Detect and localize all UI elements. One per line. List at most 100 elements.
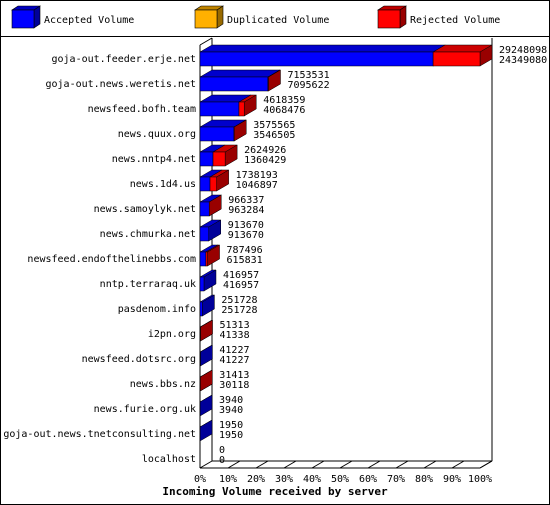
bar	[199, 51, 434, 67]
bar	[238, 101, 245, 117]
category-label: newsfeed.endofthelinebbs.com	[27, 254, 196, 265]
category-label: news.quux.org	[118, 129, 196, 140]
value-label-accepted: 615831	[227, 255, 263, 266]
legend-swatch-side	[216, 5, 224, 29]
bar	[199, 226, 209, 242]
value-label-accepted: 251728	[221, 305, 257, 316]
x-tick-label: 10%	[219, 474, 237, 485]
x-tick-label: 50%	[331, 474, 349, 485]
category-label: newsfeed.dotsrc.org	[82, 354, 196, 365]
category-label: news.nntp4.net	[112, 154, 196, 165]
category-label: goja-out.news.tnetconsulting.net	[3, 429, 196, 440]
value-label-offered: 787496	[227, 245, 263, 256]
value-label-offered: 51313	[219, 320, 249, 331]
x-tick	[311, 460, 325, 469]
bar	[199, 151, 214, 167]
value-label-offered: 4618359	[263, 95, 305, 106]
value-label-accepted: 3940	[219, 405, 243, 416]
x-tick-label: 30%	[275, 474, 293, 485]
x-tick	[283, 460, 297, 469]
legend-swatch	[194, 9, 218, 29]
bar	[199, 251, 207, 267]
value-label-offered: 31413	[219, 370, 249, 381]
value-label-offered: 416957	[223, 270, 259, 281]
x-tick-label: 80%	[415, 474, 433, 485]
value-label-accepted: 913670	[228, 230, 264, 241]
x-tick	[339, 460, 353, 469]
value-label-accepted: 7095622	[287, 80, 329, 91]
value-label-offered: 1738193	[236, 170, 278, 181]
value-label-accepted: 1950	[219, 430, 243, 441]
value-label-accepted: 963284	[228, 205, 264, 216]
legend-swatch-side	[399, 5, 407, 29]
category-label: newsfeed.bofh.team	[88, 104, 196, 115]
value-label-offered: 2624926	[244, 145, 286, 156]
category-label: news.furie.org.uk	[94, 404, 196, 415]
value-label-accepted: 416957	[223, 280, 259, 291]
bar	[199, 201, 210, 217]
category-label: pasdenom.info	[118, 304, 196, 315]
value-label-accepted: 41338	[219, 330, 249, 341]
x-tick-label: 20%	[247, 474, 265, 485]
wall-top	[199, 37, 213, 46]
value-label-accepted: 0	[219, 455, 225, 466]
bar-top	[199, 69, 281, 78]
value-label-accepted: 30118	[219, 380, 249, 391]
category-label: i2pn.org	[148, 329, 196, 340]
x-tick	[367, 460, 381, 469]
category-label: goja-out.news.weretis.net	[45, 79, 196, 90]
x-tick-label: 90%	[443, 474, 461, 485]
legend-label: Accepted Volume	[44, 15, 134, 26]
bar	[199, 101, 240, 117]
value-label-offered: 1950	[219, 420, 243, 431]
bar	[199, 126, 235, 142]
value-label-offered: 913670	[228, 220, 264, 231]
x-tick	[423, 460, 437, 469]
x-tick	[395, 460, 409, 469]
category-label: localhost	[142, 454, 196, 465]
category-label: nntp.terraraq.uk	[100, 279, 196, 290]
value-label-accepted: 1046897	[236, 180, 278, 191]
legend-swatch	[377, 9, 401, 29]
bar	[209, 176, 217, 192]
legend-label: Rejected Volume	[410, 15, 500, 26]
value-label-offered: 3575565	[253, 120, 295, 131]
legend-swatch	[11, 9, 35, 29]
value-label-accepted: 24349080	[499, 55, 547, 66]
x-axis-label: Incoming Volume received by server	[162, 485, 388, 498]
category-label: goja-out.feeder.erje.net	[52, 54, 197, 65]
bar	[267, 76, 269, 92]
category-label: news.chmurka.net	[100, 229, 196, 240]
value-label-offered: 7153531	[287, 70, 329, 81]
value-label-offered: 966337	[228, 195, 264, 206]
x-tick	[479, 460, 493, 469]
x-tick	[199, 460, 213, 469]
x-tick-label: 70%	[387, 474, 405, 485]
legend-swatch-side	[33, 5, 41, 29]
bar	[432, 51, 481, 67]
category-label: news.samoylyk.net	[94, 204, 196, 215]
value-label-accepted: 41227	[219, 355, 249, 366]
x-tick-label: 60%	[359, 474, 377, 485]
bar	[205, 251, 208, 267]
bar	[212, 151, 226, 167]
bar	[199, 176, 211, 192]
category-label: news.1d4.us	[130, 179, 196, 190]
value-label-offered: 0	[219, 445, 225, 456]
bar-top	[199, 44, 447, 53]
x-tick-label: 0%	[194, 474, 206, 485]
value-label-offered: 3940	[219, 395, 243, 406]
value-label-accepted: 4068476	[263, 105, 305, 116]
category-label: news.bbs.nz	[130, 379, 196, 390]
value-label-offered: 41227	[219, 345, 249, 356]
bar	[199, 276, 205, 292]
bar	[199, 76, 269, 92]
value-label-offered: 251728	[221, 295, 257, 306]
x-tick-label: 100%	[468, 474, 492, 485]
value-label-accepted: 1360429	[244, 155, 286, 166]
x-tick	[255, 460, 269, 469]
bar	[199, 301, 203, 317]
x-tick-label: 40%	[303, 474, 321, 485]
value-label-accepted: 3546505	[253, 130, 295, 141]
